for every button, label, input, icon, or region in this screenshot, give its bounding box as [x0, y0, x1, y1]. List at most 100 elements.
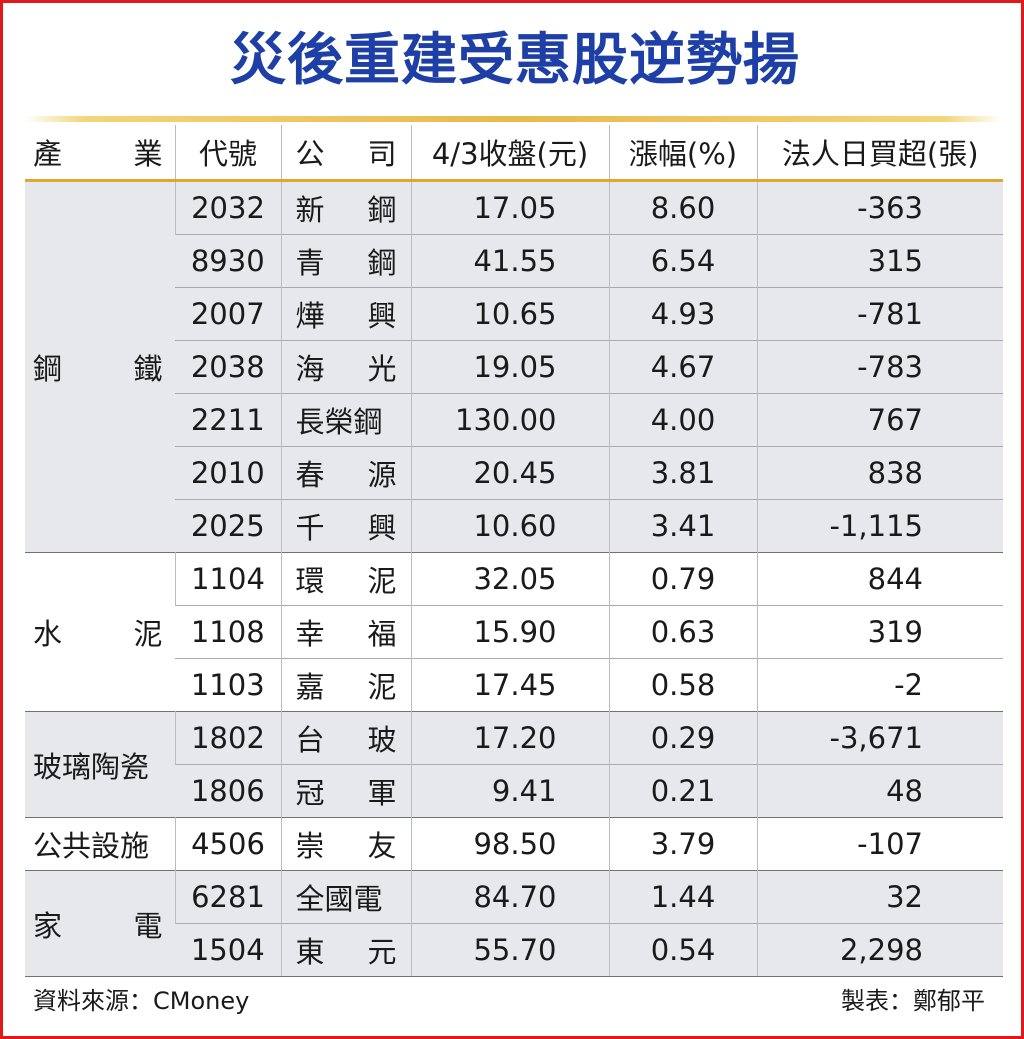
close-price-cell: 20.45: [410, 446, 609, 500]
company-label: 光: [367, 352, 397, 386]
code-cell: 2010: [175, 446, 281, 500]
change-pct-cell: 6.54: [608, 234, 757, 288]
company-cell: 嘉泥: [280, 658, 411, 712]
company-label: 興: [367, 511, 397, 545]
close-price-cell: 55.70: [410, 923, 609, 977]
code-cell: 1104: [174, 552, 281, 606]
company-cell: 長榮鋼: [280, 393, 411, 447]
code-cell: 2007: [175, 287, 281, 341]
company-label: 泥: [367, 564, 397, 598]
industry-label: 電: [133, 908, 163, 943]
change-pct-cell: 8.60: [608, 180, 757, 235]
industry-label: 泥: [133, 617, 163, 651]
close-price-cell: 15.90: [410, 605, 609, 659]
industry-label: 水: [33, 617, 63, 651]
company-label: 環: [295, 564, 325, 598]
company-label: 嘉: [295, 670, 325, 704]
table-row: 2211 長榮鋼 130.00 4.00 767: [25, 393, 1003, 447]
company-cell: 環泥: [280, 552, 411, 606]
company-label: 千: [295, 511, 325, 545]
net-buy-cell: -783: [756, 340, 1003, 394]
industry-label: 鐵: [133, 352, 163, 386]
industry-cell: 玻璃陶瓷: [25, 711, 175, 818]
close-price-cell: 17.20: [410, 711, 609, 765]
net-buy-cell: -107: [756, 817, 1003, 871]
footer-divider: [25, 976, 1003, 977]
company-label: 源: [367, 458, 397, 492]
company-cell: 幸福: [280, 605, 411, 659]
company-label: 燁: [295, 299, 325, 333]
change-pct-cell: 4.93: [608, 287, 757, 341]
company-cell: 台玻: [280, 711, 411, 765]
industry-cell: 鋼鐵: [25, 180, 175, 553]
close-price-cell: 19.05: [410, 340, 609, 394]
net-buy-cell: 48: [756, 764, 1003, 818]
page-title: 災後重建受惠股逆勢揚: [230, 28, 800, 93]
close-price-cell: 41.55: [410, 234, 609, 288]
company-label: 元: [367, 935, 397, 969]
net-buy-cell: 838: [756, 446, 1003, 500]
change-pct-cell: 4.00: [608, 393, 757, 447]
close-price-cell: 130.00: [410, 393, 609, 447]
company-cell: 燁興: [280, 287, 411, 341]
company-label: 全國電: [295, 882, 383, 916]
company-label: 長榮鋼: [295, 405, 383, 439]
table-row: 公共設施 4506 崇友 98.50 3.79 -107: [25, 817, 1003, 871]
company-label: 鋼: [367, 193, 397, 227]
net-buy-cell: 315: [756, 234, 1003, 288]
industry-label: 鋼: [33, 352, 63, 386]
table-header-row: 產 業 代號 公 司 4/3收盤(元) 漲幅(%) 法人日買超(張): [25, 125, 1003, 182]
table-row: 1806 冠軍 9.41 0.21 48: [25, 764, 1003, 818]
net-buy-cell: 844: [756, 552, 1003, 606]
industry-label: 家: [33, 908, 63, 943]
code-cell: 2211: [175, 393, 281, 447]
company-cell: 全國電: [280, 870, 411, 924]
company-label: 玻: [367, 723, 397, 757]
code-cell: 1504: [175, 923, 281, 977]
company-cell: 海光: [280, 340, 411, 394]
header-code: 代號: [174, 125, 281, 182]
company-cell: 千興: [280, 499, 411, 553]
change-pct-cell: 3.79: [608, 817, 757, 871]
industry-cell: 家電: [25, 870, 175, 977]
company-cell: 新鋼: [280, 180, 411, 235]
table-row: 2007 燁興 10.65 4.93 -781: [25, 287, 1003, 341]
code-cell: 2038: [175, 340, 281, 394]
change-pct-cell: 0.21: [608, 764, 757, 818]
close-price-cell: 17.05: [410, 180, 609, 235]
change-pct-cell: 0.29: [608, 711, 757, 765]
code-cell: 2025: [175, 499, 281, 553]
title-underline: [25, 116, 1003, 122]
company-cell: 東元: [280, 923, 411, 977]
close-price-cell: 9.41: [410, 764, 609, 818]
close-price-cell: 98.50: [410, 817, 609, 871]
company-cell: 崇友: [280, 817, 411, 871]
industry-label: 玻璃陶瓷: [33, 749, 150, 784]
close-price-cell: 84.70: [410, 870, 609, 924]
header-industry: 產 業: [25, 125, 175, 182]
change-pct-cell: 4.67: [608, 340, 757, 394]
net-buy-cell: 767: [756, 393, 1003, 447]
table-row: 水泥 1104 環泥 32.05 0.79 844: [25, 552, 1003, 712]
company-label: 福: [367, 617, 397, 651]
change-pct-cell: 0.54: [608, 923, 757, 977]
table-row: 8930 青鋼 41.55 6.54 315: [25, 234, 1003, 288]
industry-label: 公共設施: [33, 829, 150, 863]
company-label: 青: [295, 246, 325, 280]
table-row: 1504 東元 55.70 0.54 2,298: [25, 923, 1003, 977]
table-row: 2010 春源 20.45 3.81 838: [25, 446, 1003, 500]
table-row: 家電 6281 全國電 84.70 1.44 32: [25, 870, 1003, 977]
net-buy-cell: 319: [756, 605, 1003, 659]
industry-cell: 水泥: [25, 552, 175, 712]
close-price-cell: 17.45: [410, 658, 609, 712]
company-label: 幸: [295, 617, 325, 651]
net-buy-cell: 32: [756, 870, 1003, 924]
company-label: 海: [295, 352, 325, 386]
code-cell: 1103: [175, 658, 281, 712]
company-label: 春: [295, 458, 325, 492]
table-row: 1103 嘉泥 17.45 0.58 -2: [25, 658, 1003, 712]
company-cell: 青鋼: [280, 234, 411, 288]
code-cell: 1802: [174, 711, 281, 765]
header-close: 4/3收盤(元): [410, 125, 609, 182]
